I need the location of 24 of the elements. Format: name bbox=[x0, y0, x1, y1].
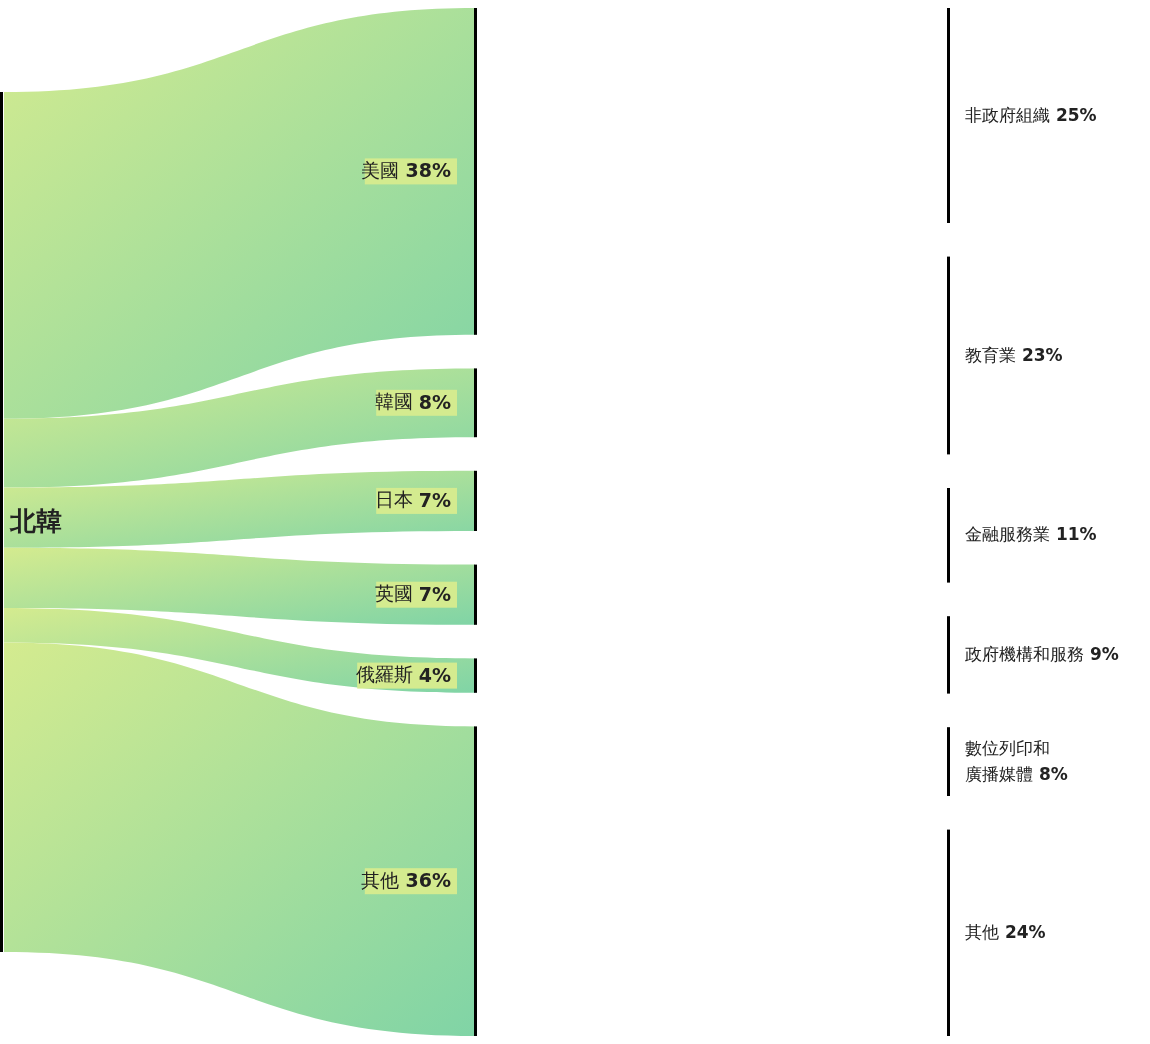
category-label: 美國 bbox=[361, 158, 400, 181]
data-label: 23% bbox=[1016, 344, 1063, 365]
category-label: 政府機構和服務 bbox=[965, 643, 1084, 664]
category-label: 北韓 bbox=[9, 505, 62, 536]
data-label: 24% bbox=[999, 921, 1046, 942]
category-label: 其他 bbox=[965, 921, 999, 942]
data-label: 7% bbox=[418, 488, 451, 511]
data-label: 9% bbox=[1084, 643, 1119, 664]
data-label: 8% bbox=[1033, 763, 1068, 784]
data-label: 11% bbox=[1050, 524, 1097, 545]
category-label: 非政府組織 bbox=[965, 104, 1050, 125]
data-label: 36% bbox=[405, 868, 451, 891]
category-label: 俄羅斯 bbox=[355, 663, 413, 686]
category-label: 其他 bbox=[361, 868, 400, 891]
category-label: 日本 bbox=[374, 488, 413, 511]
data-label: 4% bbox=[418, 663, 451, 686]
data-label: 38% bbox=[405, 158, 451, 181]
data-label: 25% bbox=[1050, 104, 1097, 125]
category-label: 教育業 bbox=[965, 344, 1016, 365]
category-label: 韓國 bbox=[374, 390, 413, 413]
category-label: 英國 bbox=[374, 582, 413, 605]
category-label: 金融服務業 bbox=[965, 524, 1050, 545]
data-label: 7% bbox=[418, 582, 451, 605]
data-label: 8% bbox=[418, 390, 451, 413]
